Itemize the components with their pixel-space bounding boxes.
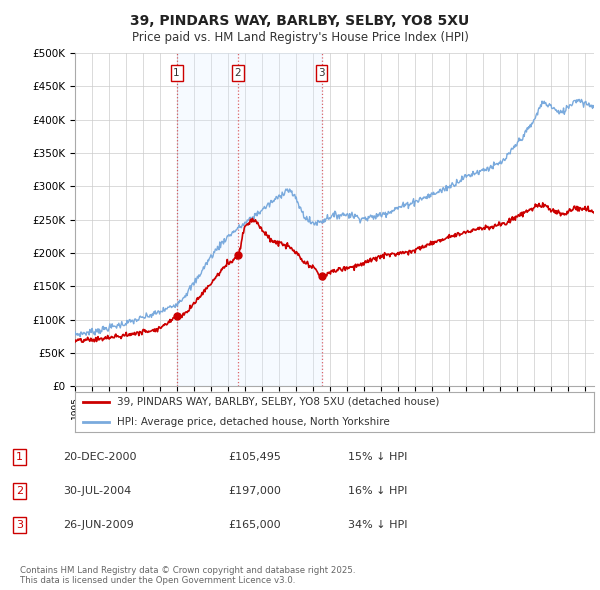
Text: HPI: Average price, detached house, North Yorkshire: HPI: Average price, detached house, Nort… xyxy=(116,417,389,427)
Bar xyxy=(176,53,322,386)
Text: 39, PINDARS WAY, BARLBY, SELBY, YO8 5XU: 39, PINDARS WAY, BARLBY, SELBY, YO8 5XU xyxy=(130,14,470,28)
Text: 1: 1 xyxy=(173,68,180,78)
Text: Contains HM Land Registry data © Crown copyright and database right 2025.
This d: Contains HM Land Registry data © Crown c… xyxy=(20,566,355,585)
Text: 3: 3 xyxy=(16,520,23,530)
Text: £105,495: £105,495 xyxy=(228,453,281,462)
Text: 39, PINDARS WAY, BARLBY, SELBY, YO8 5XU (detached house): 39, PINDARS WAY, BARLBY, SELBY, YO8 5XU … xyxy=(116,397,439,407)
Text: 16% ↓ HPI: 16% ↓ HPI xyxy=(348,486,407,496)
Text: 3: 3 xyxy=(318,68,325,78)
Text: 1: 1 xyxy=(16,453,23,462)
Text: 20-DEC-2000: 20-DEC-2000 xyxy=(63,453,137,462)
Text: £197,000: £197,000 xyxy=(228,486,281,496)
Text: 30-JUL-2004: 30-JUL-2004 xyxy=(63,486,131,496)
Text: 2: 2 xyxy=(16,486,23,496)
Text: 15% ↓ HPI: 15% ↓ HPI xyxy=(348,453,407,462)
Text: 34% ↓ HPI: 34% ↓ HPI xyxy=(348,520,407,530)
Text: 26-JUN-2009: 26-JUN-2009 xyxy=(63,520,134,530)
Text: Price paid vs. HM Land Registry's House Price Index (HPI): Price paid vs. HM Land Registry's House … xyxy=(131,31,469,44)
Text: £165,000: £165,000 xyxy=(228,520,281,530)
Text: 2: 2 xyxy=(235,68,241,78)
